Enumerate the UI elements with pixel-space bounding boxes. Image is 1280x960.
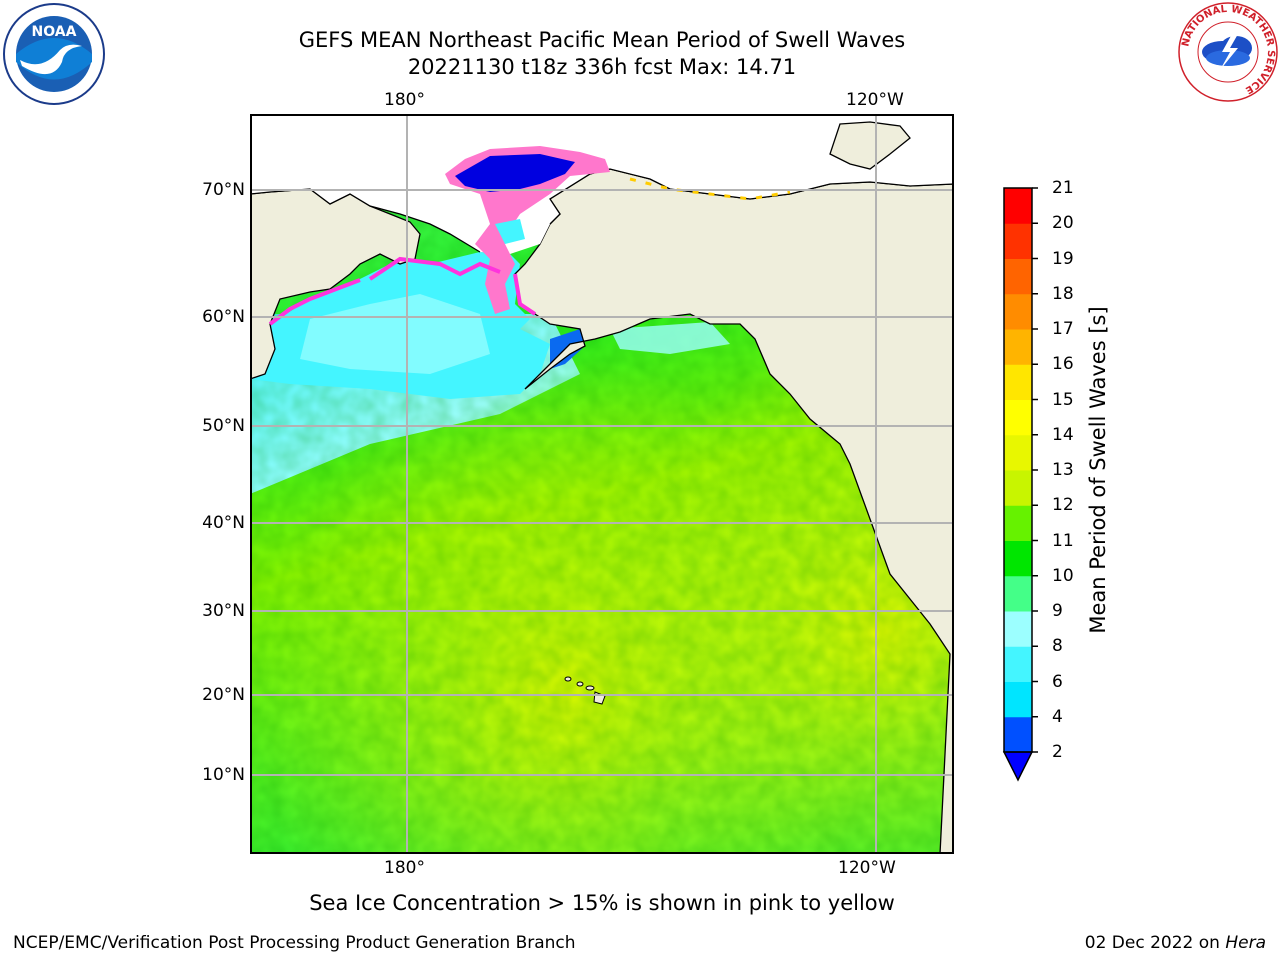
colorbar-segment (1004, 470, 1032, 506)
colorbar-tick-label: 4 (1052, 706, 1063, 727)
colorbar-segment (1004, 188, 1032, 224)
colorbar-tick-label: 2 (1052, 742, 1063, 762)
colorbar-under-triangle (1002, 751, 1034, 782)
colorbar-segment (1004, 258, 1032, 295)
lat-label-40n: 40°N (202, 513, 245, 533)
lon-label-top-120w: 120°W (846, 90, 904, 110)
sea-ice-blue (455, 154, 575, 192)
nws-logo: NATIONAL WEATHER SERVICE (1178, 2, 1278, 102)
colorbar-segment (1004, 716, 1032, 753)
footer-date-text: 02 Dec 2022 on (1084, 933, 1226, 953)
colorbar-tick-label: 19 (1052, 248, 1074, 269)
colorbar-tick-label: 10 (1052, 565, 1074, 586)
colorbar-segment (1004, 434, 1032, 471)
lon-label-top-180: 180° (384, 90, 425, 110)
lat-label-10n: 10°N (202, 765, 245, 785)
colorbar-segment (1004, 681, 1032, 718)
colorbar-tick-label: 14 (1052, 424, 1074, 445)
graticule (250, 114, 954, 854)
colorbar-tick-label: 11 (1052, 530, 1074, 551)
colorbar-tick-label: 20 (1052, 213, 1074, 234)
sea-ice (268, 146, 791, 326)
colorbar-segment (1004, 575, 1032, 612)
colorbar-segment (1004, 646, 1032, 682)
noaa-logo: NOAA (3, 3, 105, 105)
map-plot (250, 114, 954, 854)
colorbar-tick-label: 17 (1052, 319, 1074, 339)
lat-label-50n: 50°N (202, 416, 245, 436)
lat-label-70n: 70°N (202, 180, 245, 200)
map-subtitle: 20221130 t18z 336h fcst Max: 14.71 (407, 55, 797, 79)
colorbar-segment (1004, 223, 1032, 259)
colorbar-segment (1004, 293, 1032, 330)
sea-ice-caption: Sea Ice Concentration > 15% is shown in … (309, 891, 895, 915)
colorbar-tick-label: 13 (1052, 460, 1074, 480)
bering-sea-pale (300, 294, 490, 374)
noaa-logo-text: NOAA (32, 24, 77, 40)
colorbar-tick-label: 6 (1052, 671, 1063, 692)
colorbar-segment (1004, 364, 1032, 400)
colorbar-tick-label: 12 (1052, 495, 1074, 516)
colorbar-segment (1004, 540, 1032, 577)
lat-label-30n: 30°N (202, 601, 245, 621)
map-title: GEFS MEAN Northeast Pacific Mean Period … (298, 28, 906, 52)
colorbar-tick-label: 18 (1052, 283, 1074, 304)
colorbar (1002, 187, 1038, 782)
lon-label-bottom-120w: 120°W (838, 858, 896, 878)
sea-ice-bering-edge (368, 256, 501, 281)
sea-ice-lightblue (495, 219, 525, 244)
colorbar-segment (1004, 505, 1032, 541)
gulf-alaska-fringe (610, 322, 730, 354)
lat-label-20n: 20°N (202, 685, 245, 705)
colorbar-tick-label: 15 (1052, 389, 1074, 410)
lat-label-60n: 60°N (202, 307, 245, 327)
colorbar-tick-label: 21 (1052, 178, 1074, 198)
colorbar-segment (1004, 611, 1032, 647)
colorbar-segment (1004, 399, 1032, 436)
footer-host: Hera (1225, 933, 1266, 953)
map-frame (250, 114, 954, 854)
colorbar-label: Mean Period of Swell Waves [s] (1086, 306, 1110, 634)
colorbar-tick-label: 8 (1052, 636, 1063, 657)
colorbar-tick-label: 16 (1052, 354, 1074, 375)
footer-credit: NCEP/EMC/Verification Post Processing Pr… (13, 933, 576, 953)
sea-ice-coast-yellow (629, 177, 791, 201)
colorbar-segment (1004, 329, 1032, 365)
colorbar-tick-label: 9 (1052, 601, 1063, 621)
sea-ice-alaska-edge (513, 273, 537, 316)
arctic-ocean (250, 114, 954, 254)
lon-label-bottom-180: 180° (384, 858, 425, 878)
footer-date: 02 Dec 2022 on Hera (1085, 932, 1266, 954)
